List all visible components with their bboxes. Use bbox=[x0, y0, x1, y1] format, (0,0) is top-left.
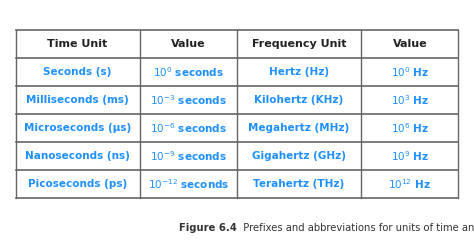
Text: Microseconds (μs): Microseconds (μs) bbox=[24, 123, 131, 133]
Text: $10^{-12}$ seconds: $10^{-12}$ seconds bbox=[147, 177, 229, 191]
Text: $10^{-9}$ seconds: $10^{-9}$ seconds bbox=[150, 149, 227, 163]
Text: Time Unit: Time Unit bbox=[47, 39, 108, 49]
Text: $10^{6}$ Hz: $10^{6}$ Hz bbox=[391, 122, 429, 135]
Text: Value: Value bbox=[171, 39, 206, 49]
Text: Prefixes and abbreviations for units of time and frequency.: Prefixes and abbreviations for units of … bbox=[237, 223, 474, 234]
Text: Hertz (Hz): Hertz (Hz) bbox=[269, 67, 329, 77]
Text: Figure 6.4: Figure 6.4 bbox=[179, 223, 237, 234]
Text: Milliseconds (ms): Milliseconds (ms) bbox=[26, 95, 129, 105]
Text: Picoseconds (ps): Picoseconds (ps) bbox=[28, 179, 127, 189]
Text: Seconds (s): Seconds (s) bbox=[43, 67, 112, 77]
Text: Nanoseconds (ns): Nanoseconds (ns) bbox=[25, 151, 130, 161]
Text: $10^{0}$ Hz: $10^{0}$ Hz bbox=[391, 65, 429, 79]
Text: Frequency Unit: Frequency Unit bbox=[252, 39, 346, 49]
Text: $10^{3}$ Hz: $10^{3}$ Hz bbox=[391, 93, 429, 107]
Text: $10^{-6}$ seconds: $10^{-6}$ seconds bbox=[150, 122, 227, 135]
Text: $10^{0}$ seconds: $10^{0}$ seconds bbox=[153, 65, 224, 79]
Text: $10^{12}$ Hz: $10^{12}$ Hz bbox=[388, 177, 431, 191]
Text: $10^{-3}$ seconds: $10^{-3}$ seconds bbox=[150, 93, 227, 107]
Text: Megahertz (MHz): Megahertz (MHz) bbox=[248, 123, 350, 133]
Text: Kilohertz (KHz): Kilohertz (KHz) bbox=[255, 95, 344, 105]
Text: Value: Value bbox=[392, 39, 427, 49]
Text: Terahertz (THz): Terahertz (THz) bbox=[254, 179, 345, 189]
Text: Gigahertz (GHz): Gigahertz (GHz) bbox=[252, 151, 346, 161]
Text: $10^{9}$ Hz: $10^{9}$ Hz bbox=[391, 149, 429, 163]
